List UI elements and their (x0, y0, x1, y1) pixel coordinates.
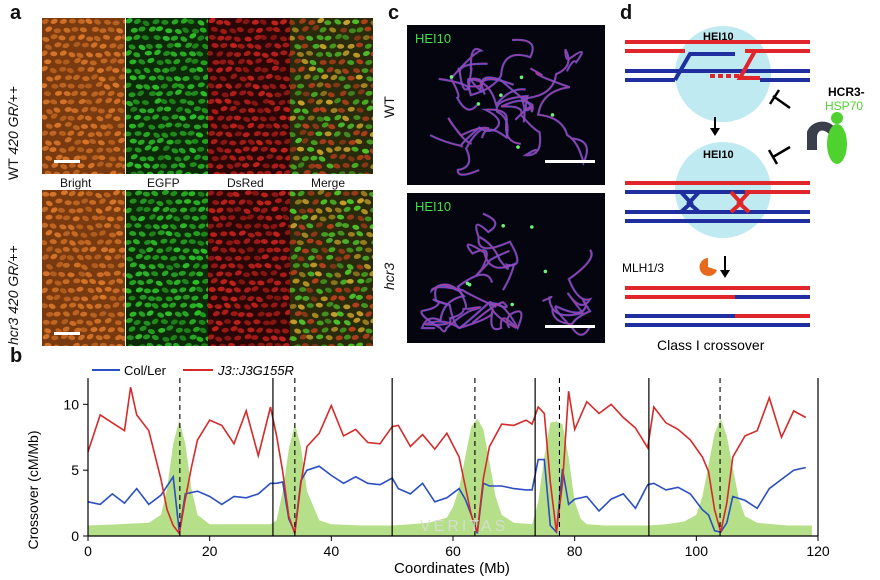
centromere-density-area (88, 418, 812, 536)
y-tick-label: 10 (63, 396, 79, 412)
column-label-merge: Merge (311, 176, 346, 190)
hcr3-protein-icon (807, 121, 835, 150)
panel-c-wt-image: HEI10 (407, 25, 605, 185)
y-axis-label: Crossover (cM/Mb) (25, 430, 41, 549)
chart-area (87, 387, 812, 536)
x-tick-label: 0 (84, 543, 92, 559)
y-tick-label: 0 (71, 528, 79, 544)
hcr3-label: HCR3- (828, 85, 865, 99)
chromosome-spread-wt (429, 38, 588, 176)
panel-d-diagram: HEI10 HCR3- HSP70 HEI10 MLH1/3 Class I c… (622, 26, 865, 353)
mlh13-label: MLH1/3 (622, 261, 664, 275)
x-tick-label: 100 (685, 543, 709, 559)
x-tick-label: 80 (567, 543, 583, 559)
series-line-col-ler (87, 458, 806, 536)
class-i-crossover-caption: Class I crossover (657, 337, 765, 353)
panel-a-row-label-hcr3: hcr3 420 GR/++ (5, 245, 21, 345)
x-tick-label: 20 (202, 543, 218, 559)
legend-label-j3: J3::J3G155R (217, 363, 294, 378)
micrograph-egfp-hcr3 (126, 190, 209, 346)
micrograph-bright-wt (42, 18, 125, 174)
x-axis-label: Coordinates (Mb) (394, 560, 510, 577)
panel-letter-b: b (10, 345, 23, 367)
x-tick-label: 60 (445, 543, 461, 559)
series-line-j3 (87, 387, 807, 536)
panel-letter-a: a (10, 2, 22, 24)
panel-a-row-label-wt: WT 420 GR/++ (5, 86, 21, 180)
scale-bar (54, 332, 80, 335)
legend-label-col-ler: Col/Ler (124, 363, 167, 378)
x-tick-label: 40 (324, 543, 340, 559)
micrograph-dsred-hcr3 (208, 190, 291, 346)
chart-legend: Col/Ler J3::J3G155R (92, 363, 294, 378)
hei10-label-middle: HEI10 (703, 149, 734, 161)
chromosome-spread-hcr3 (420, 212, 593, 336)
micrograph-dsred-wt (208, 18, 291, 174)
micrograph-egfp-wt (126, 18, 209, 174)
panel-c-row-label-wt: WT (381, 96, 397, 118)
panel-letter-d: d (620, 2, 633, 24)
scale-bar (545, 325, 595, 328)
x-tick-label: 120 (806, 543, 830, 559)
scale-bar (54, 160, 80, 163)
hsp70-label: HSP70 (825, 99, 863, 113)
column-label-egfp: EGFP (147, 176, 180, 190)
panel-c-row-label-hcr3: hcr3 (381, 262, 397, 290)
hsp70-protein-icon (827, 124, 847, 164)
mlh13-icon (699, 258, 717, 276)
hei10-label-hcr3: HEI10 (415, 199, 452, 214)
panel-letter-c: c (388, 2, 400, 24)
column-label-bright: Bright (60, 176, 92, 190)
micrograph-merge-hcr3 (290, 190, 373, 346)
watermark: VERITAS (420, 518, 508, 535)
panel-c-hcr3-image: HEI10 (407, 193, 605, 343)
micrograph-bright-hcr3 (42, 190, 125, 346)
hei10-label-wt: HEI10 (415, 31, 452, 46)
scale-bar (545, 160, 595, 163)
chart-axes: 0 20 40 60 80 100 120 0 5 10 (63, 378, 830, 559)
micrograph-merge-wt (290, 18, 373, 174)
column-label-dsred: DsRed (227, 176, 264, 190)
y-tick-label: 5 (71, 462, 79, 478)
